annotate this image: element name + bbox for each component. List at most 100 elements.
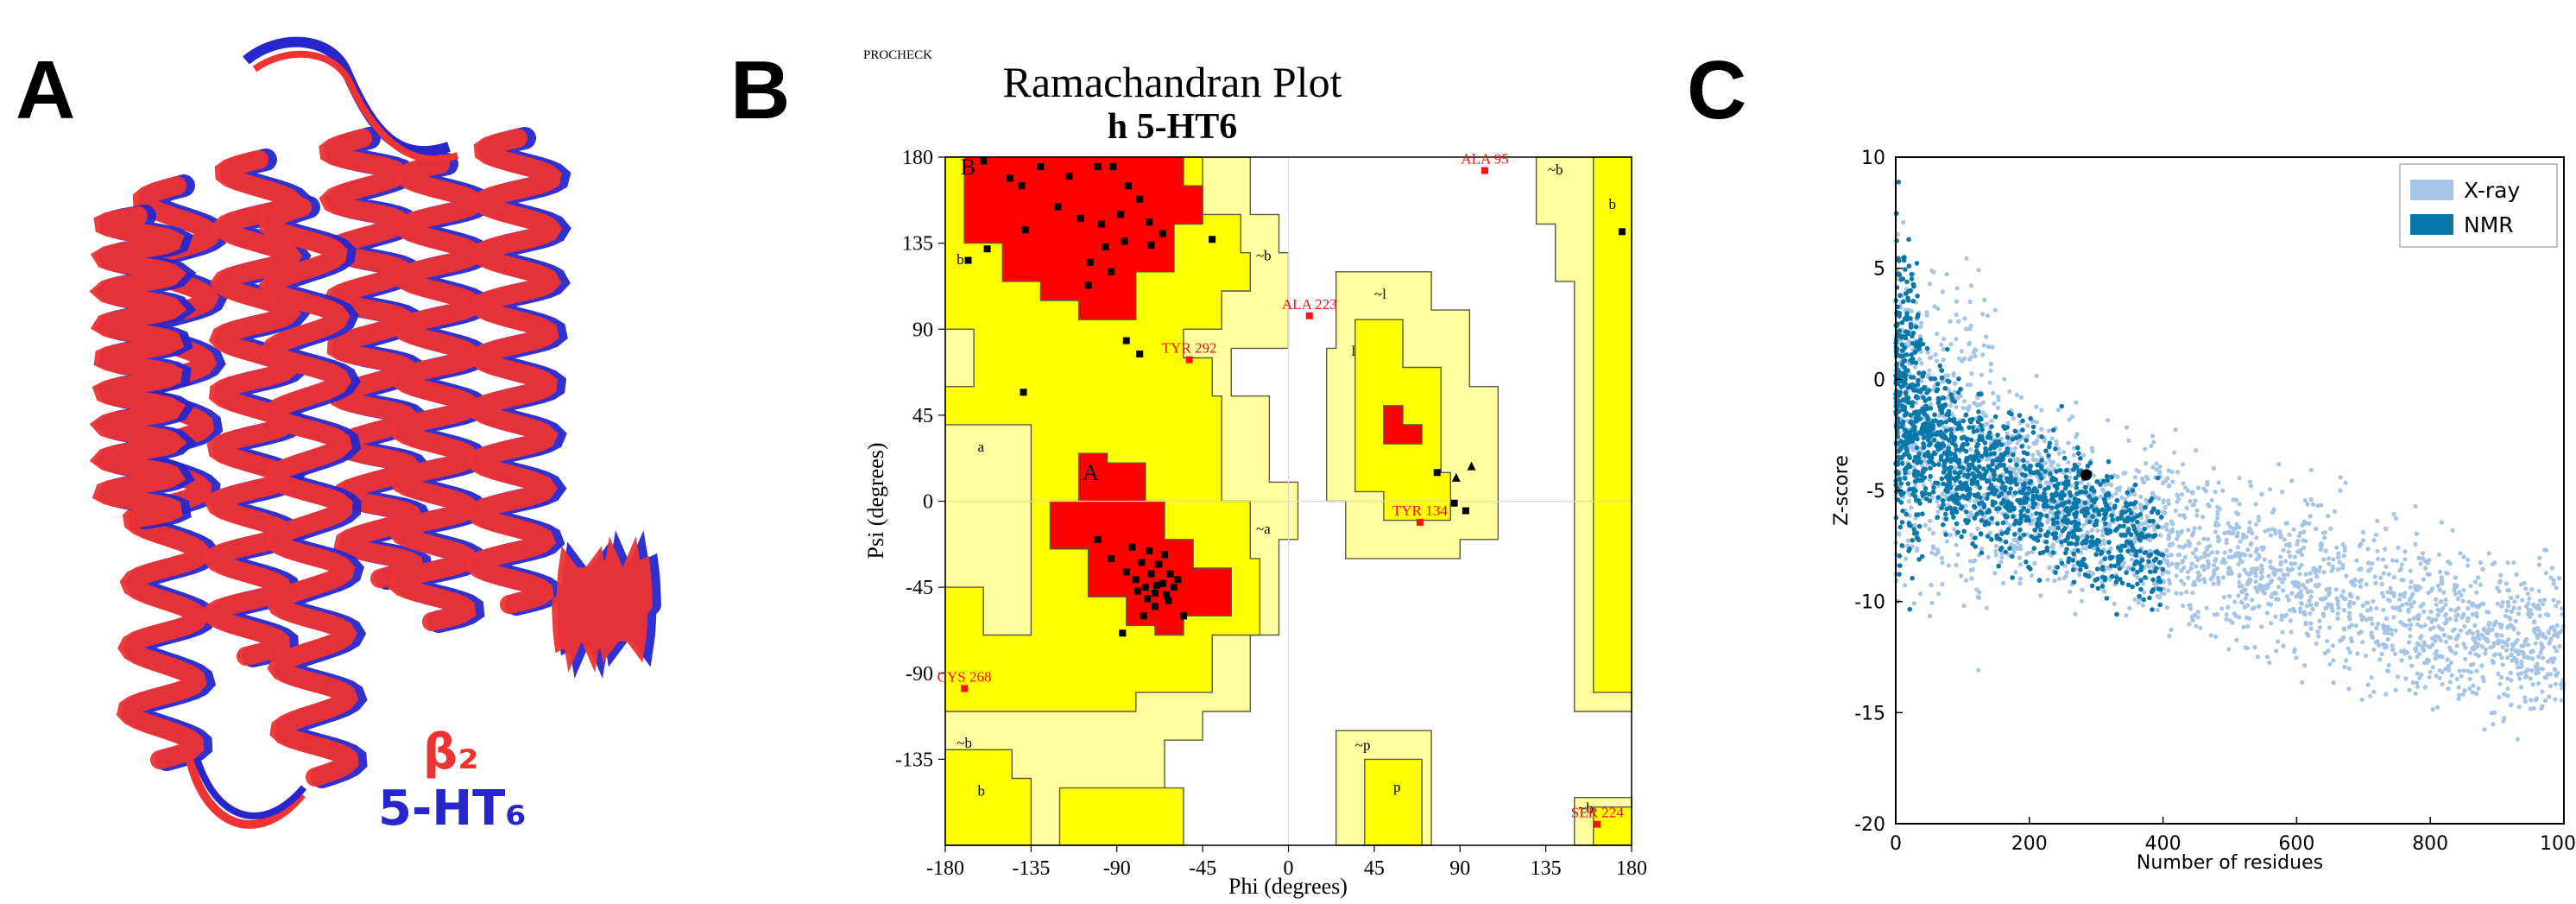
xray-point <box>2535 681 2541 686</box>
nmr-point <box>2132 561 2137 567</box>
nmr-point <box>2054 469 2059 474</box>
nmr-point <box>1923 398 1928 404</box>
nmr-point <box>2113 579 2119 585</box>
xray-point <box>2166 468 2171 473</box>
xray-point <box>2415 654 2420 660</box>
nmr-point <box>1927 396 1932 401</box>
xray-point <box>2347 650 2352 655</box>
xray-point <box>1925 350 1930 355</box>
xray-point <box>2548 684 2553 689</box>
xray-point <box>2275 568 2280 573</box>
xray-point <box>2333 587 2339 592</box>
xray-point <box>2436 552 2441 558</box>
xray-point <box>2408 585 2413 590</box>
xray-point <box>2000 580 2005 586</box>
residue-point <box>983 245 991 253</box>
xray-point <box>2474 610 2479 616</box>
xray-point <box>2336 554 2341 560</box>
xray-point <box>2034 404 2039 409</box>
xray-point <box>2174 591 2179 596</box>
nmr-point <box>2020 418 2025 424</box>
nmr-point <box>1916 523 1923 529</box>
xray-point <box>2411 600 2417 605</box>
nmr-point <box>2052 535 2057 541</box>
xray-point <box>2161 500 2166 505</box>
xray-point <box>2416 555 2421 561</box>
xray-point <box>2560 606 2565 611</box>
xray-point <box>2292 554 2297 559</box>
xray-point <box>2047 566 2052 571</box>
xray-point <box>2181 604 2186 609</box>
xray-point <box>1969 576 1974 581</box>
nmr-point <box>1987 430 1992 436</box>
xray-point <box>1988 368 1993 373</box>
nmr-point <box>2117 566 2123 572</box>
xray-point <box>2292 649 2297 654</box>
nmr-point <box>1923 403 1929 409</box>
xray-point <box>2101 538 2106 543</box>
nmr-point <box>2099 551 2104 556</box>
nmr-point <box>2005 505 2010 511</box>
xray-point <box>2264 654 2270 660</box>
xray-point <box>2346 666 2352 672</box>
legend-swatch-nmr <box>2410 214 2453 235</box>
xray-point <box>2540 689 2545 694</box>
nmr-point <box>2064 547 2069 552</box>
nmr-point <box>2010 553 2015 559</box>
xray-point <box>2551 633 2557 638</box>
xray-point <box>2029 573 2034 578</box>
xray-point <box>2498 572 2503 578</box>
xray-point <box>1996 397 2001 402</box>
nmr-point <box>2028 415 2033 421</box>
xray-point <box>2491 641 2497 646</box>
nmr-point <box>1926 435 1932 441</box>
nmr-point <box>1902 345 1908 351</box>
xray-point <box>2509 702 2514 707</box>
xray-point <box>2194 508 2200 513</box>
nmr-point <box>2030 493 2036 499</box>
xray-point <box>2296 566 2301 571</box>
xray-point <box>2504 648 2510 653</box>
xray-point <box>2165 553 2170 559</box>
xray-point <box>2321 613 2327 618</box>
xray-point <box>1967 515 1972 520</box>
nmr-point <box>2036 471 2042 476</box>
xray-point <box>2358 579 2363 585</box>
nmr-point <box>2043 539 2049 545</box>
xray-point <box>2080 546 2086 551</box>
nmr-point <box>1934 443 1939 448</box>
xray-point <box>2422 685 2428 690</box>
nmr-point <box>1906 263 1912 269</box>
xray-point <box>2166 588 2171 593</box>
xray-point <box>2540 655 2546 661</box>
residue-point <box>1134 587 1142 595</box>
nmr-point <box>1954 495 1960 500</box>
xray-point <box>2228 524 2233 529</box>
xray-point <box>2109 483 2114 488</box>
nmr-point <box>1923 486 1929 491</box>
xray-point <box>2383 692 2389 697</box>
x-tick-label: 600 <box>2278 833 2314 855</box>
xray-point <box>1992 571 1998 576</box>
xray-point <box>2296 534 2301 539</box>
xray-point <box>2095 528 2100 534</box>
nmr-point <box>1989 490 1995 496</box>
nmr-point <box>1896 180 1902 185</box>
xray-point <box>2066 440 2071 446</box>
nmr-point <box>2133 500 2138 505</box>
helix-ribbon <box>89 206 187 528</box>
xray-point <box>2530 682 2535 687</box>
nmr-point <box>1937 404 1942 409</box>
xray-point <box>1948 533 1953 538</box>
nmr-point <box>1951 497 1956 503</box>
nmr-point <box>1896 454 1901 460</box>
xray-point <box>2434 617 2439 623</box>
xray-point <box>1964 256 1969 261</box>
xray-point <box>2246 529 2252 534</box>
xray-point <box>2100 528 2106 534</box>
xray-point <box>2175 470 2181 475</box>
residue-point <box>1146 547 1153 555</box>
nmr-point <box>2067 490 2073 496</box>
nmr-point <box>2093 578 2098 583</box>
nmr-point <box>2039 434 2044 439</box>
